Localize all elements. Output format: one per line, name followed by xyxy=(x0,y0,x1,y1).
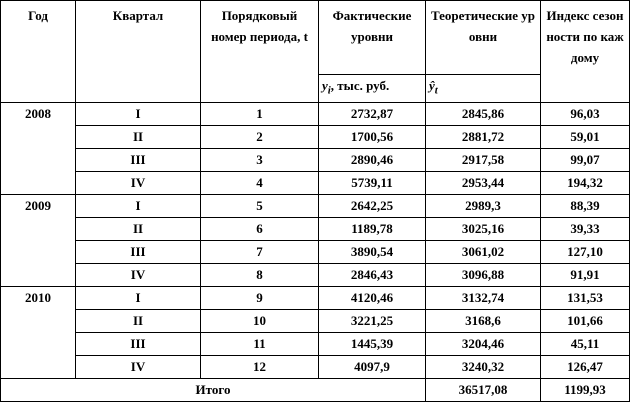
quarter-cell: II xyxy=(75,216,201,241)
actual-cell: 3890,54 xyxy=(318,239,426,264)
subscript: i xyxy=(327,84,331,97)
year-cell: 2009 xyxy=(0,193,76,287)
period-cell: 9 xyxy=(200,285,319,310)
table-row: 2008 I 1 2732,87 2845,86 96,03 xyxy=(0,101,630,195)
total-cell: 36517,08 xyxy=(425,377,541,402)
header-cell: Фактические уровни xyxy=(318,0,426,75)
index-cell: 91,91 xyxy=(540,262,630,287)
table-row: Итого 36517,08 1199,93 xyxy=(0,377,630,402)
quarter-cell: IV xyxy=(75,170,201,195)
table-row: III 11 1445,39 3204,46 45,11 xyxy=(1,331,630,356)
total-cell: 1199,93 xyxy=(540,377,630,402)
table-row: III 3 2890,46 2917,58 99,07 xyxy=(1,147,630,172)
actual-cell: 2732,87 xyxy=(318,101,426,126)
table-row: IV 4 5739,11 2953,44 194,32 xyxy=(1,170,630,195)
index-cell: 127,10 xyxy=(540,239,630,264)
table-row: III 7 3890,54 3061,02 127,10 xyxy=(1,239,630,264)
index-cell: 39,33 xyxy=(540,216,630,241)
actual-cell: 2642,25 xyxy=(318,193,426,218)
theoretical-cell: 2989,3 xyxy=(425,193,541,218)
theoretical-cell: 3204,46 xyxy=(425,331,541,356)
total-label: Итого xyxy=(0,377,426,402)
table-row: 2010 I 9 4120,46 3132,74 131,53 xyxy=(0,285,630,379)
header-cell: Теоретические уровни xyxy=(425,0,541,75)
quarter-cell: IV xyxy=(75,354,201,379)
year-cell: 2010 xyxy=(0,285,76,379)
quarter-cell: I xyxy=(75,101,201,126)
period-cell: 4 xyxy=(200,170,319,195)
table-row: 2009 I 5 2642,25 2989,3 88,39 xyxy=(0,193,630,287)
header-cell: Порядковый номер периода, t xyxy=(200,0,319,103)
theoretical-cell: 2953,44 xyxy=(425,170,541,195)
unit-cell: yi, тыс. руб. xyxy=(318,74,426,103)
theoretical-cell: 3132,74 xyxy=(425,285,541,310)
table-row: II 2 1700,56 2881,72 59,01 xyxy=(1,124,630,149)
quarter-cell: II xyxy=(75,124,201,149)
period-cell: 8 xyxy=(200,262,319,287)
period-cell: 6 xyxy=(200,216,319,241)
period-cell: 11 xyxy=(200,331,319,356)
period-cell: 2 xyxy=(200,124,319,149)
table-row: II 6 1189,78 3025,16 39,33 xyxy=(1,216,630,241)
unit: , тыс. руб. xyxy=(330,78,390,93)
theoretical-cell: 3061,02 xyxy=(425,239,541,264)
theoretical-cell: 3096,88 xyxy=(425,262,541,287)
actual-cell: 1445,39 xyxy=(318,331,426,356)
index-cell: 101,66 xyxy=(540,308,630,333)
header-cell: Квартал xyxy=(75,0,201,103)
period-cell: 12 xyxy=(200,354,319,379)
header-cell: Год xyxy=(0,0,76,103)
table-row: IV 12 4097,9 3240,32 126,47 xyxy=(1,354,630,379)
header-cell: Индекс сезонности по каждому xyxy=(540,0,630,103)
theoretical-cell: 3240,32 xyxy=(425,354,541,379)
subscript: t xyxy=(434,84,438,97)
theoretical-cell: 3168,6 xyxy=(425,308,541,333)
index-cell: 194,32 xyxy=(540,170,630,195)
table-body: 2008 I 1 2732,87 2845,86 96,03 II 2 1700,56 2881,… xyxy=(0,101,630,402)
quarter-cell: III xyxy=(75,147,201,172)
actual-cell: 5739,11 xyxy=(318,170,426,195)
symbol: y xyxy=(322,78,328,93)
symbol: ŷ xyxy=(429,78,435,93)
actual-cell: 2890,46 xyxy=(318,147,426,172)
period-cell: 3 xyxy=(200,147,319,172)
period-cell: 10 xyxy=(200,308,319,333)
quarter-cell: I xyxy=(75,193,201,218)
actual-cell: 4097,9 xyxy=(318,354,426,379)
table-row: IV 8 2846,43 3096,88 91,91 xyxy=(1,262,630,287)
period-cell: 5 xyxy=(200,193,319,218)
quarter-cell: III xyxy=(75,331,201,356)
quarter-cell: III xyxy=(75,239,201,264)
unit-cell: ŷt xyxy=(425,74,541,103)
index-cell: 99,07 xyxy=(540,147,630,172)
actual-cell: 3221,25 xyxy=(318,308,426,333)
actual-cell: 1700,56 xyxy=(318,124,426,149)
index-cell: 59,01 xyxy=(540,124,630,149)
actual-cell: 1189,78 xyxy=(318,216,426,241)
actual-cell: 4120,46 xyxy=(318,285,426,310)
theoretical-cell: 3025,16 xyxy=(425,216,541,241)
quarter-cell: II xyxy=(75,308,201,333)
period-cell: 1 xyxy=(200,101,319,126)
index-cell: 96,03 xyxy=(540,101,630,126)
index-cell: 126,47 xyxy=(540,354,630,379)
actual-cell: 2846,43 xyxy=(318,262,426,287)
quarter-cell: IV xyxy=(75,262,201,287)
index-cell: 45,11 xyxy=(540,331,630,356)
table-row: II 10 3221,25 3168,6 101,66 xyxy=(1,308,630,333)
theoretical-cell: 2917,58 xyxy=(425,147,541,172)
quarter-cell: I xyxy=(75,285,201,310)
theoretical-cell: 2845,86 xyxy=(425,101,541,126)
period-cell: 7 xyxy=(200,239,319,264)
theoretical-cell: 2881,72 xyxy=(425,124,541,149)
index-cell: 131,53 xyxy=(540,285,630,310)
index-cell: 88,39 xyxy=(540,193,630,218)
year-cell: 2008 xyxy=(0,101,76,195)
